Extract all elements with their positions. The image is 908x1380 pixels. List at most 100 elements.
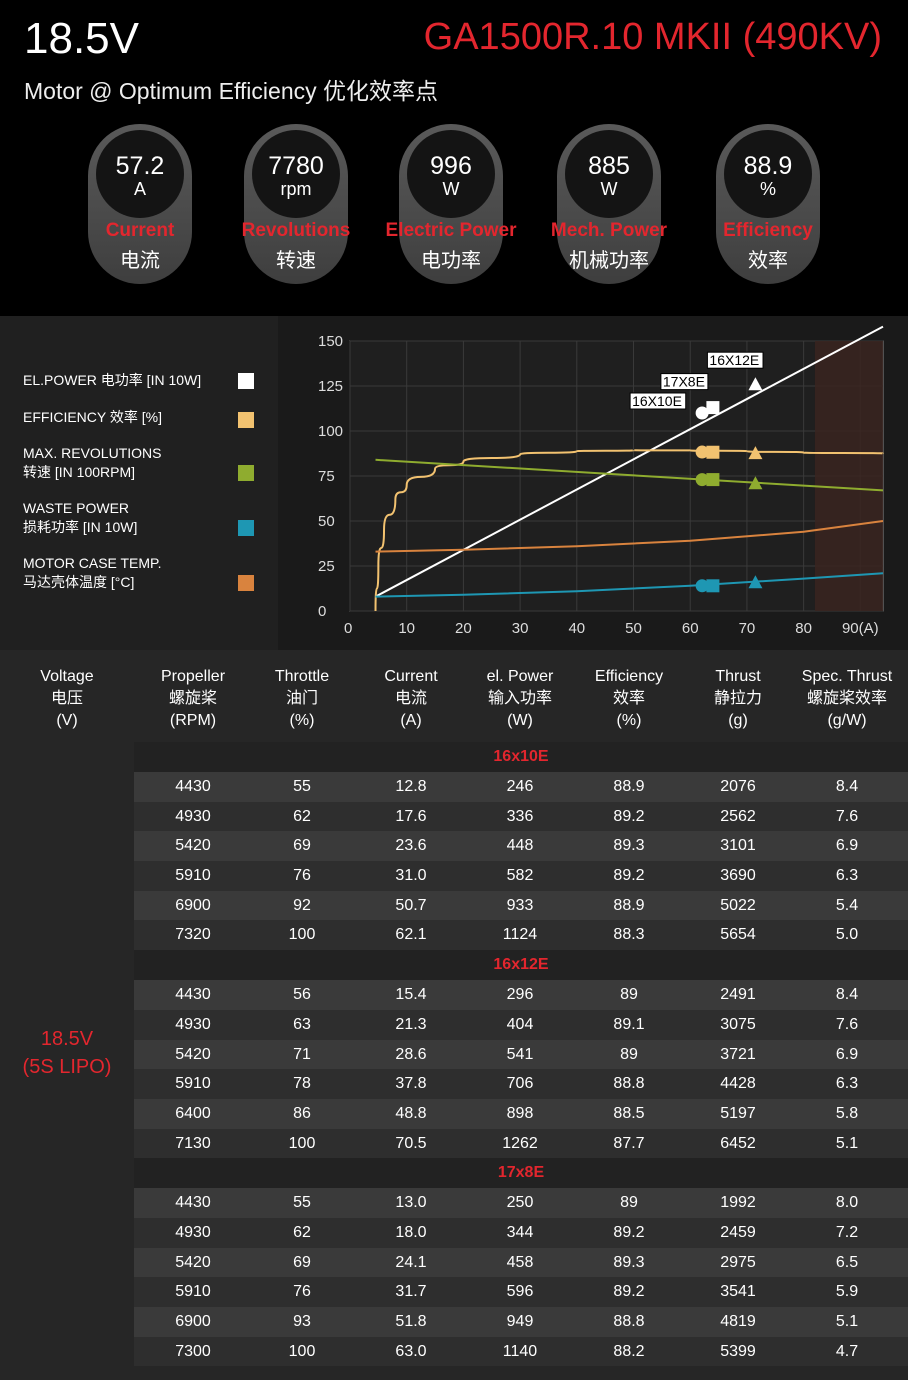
legend-label-cn: 马达壳体温度 [°C]: [23, 574, 135, 590]
table-cell: 5910: [175, 867, 211, 885]
subtitle: Motor @ Optimum Efficiency 优化效率点: [24, 78, 438, 104]
table-cell: 2491: [720, 986, 756, 1004]
table-cell: 31.7: [395, 1283, 427, 1301]
y-tick-label: 75: [318, 468, 335, 485]
table-cell: 4930: [175, 1015, 211, 1033]
column-header: Spec. Thrust 螺旋桨效率 (g/W): [787, 666, 907, 732]
table-cell: 5420: [175, 837, 211, 855]
table-cell: 63: [293, 1015, 311, 1033]
table-cell: 69: [293, 1253, 311, 1271]
column-header: Efficiency 效率 (%): [569, 666, 689, 732]
table-row: 5420 69 24.1 458 89.3 2975 6.5: [134, 1247, 908, 1278]
table-cell: 949: [506, 1313, 534, 1330]
table-row: 7300 100 63.0 1140 88.2 5399 4.7: [134, 1336, 908, 1367]
table-cell: 86: [293, 1104, 311, 1122]
table-cell: 93: [293, 1313, 311, 1330]
table-cell: 7.6: [835, 807, 859, 825]
table-cell: 6.5: [835, 1253, 859, 1271]
table-row: 6400 86 48.8 898 88.5 5197 5.8: [134, 1098, 908, 1129]
x-tick-label: 80: [795, 620, 812, 637]
table-cell: 4930: [175, 1223, 211, 1241]
table-cell: 100: [288, 1342, 316, 1360]
column-header-unit: (%): [289, 712, 315, 729]
table-cell: 88.5: [613, 1104, 645, 1122]
column-header: Propeller 螺旋桨 (RPM): [133, 666, 253, 732]
gauge-label-en: Revolutions: [241, 220, 351, 241]
column-header-cn: 电流: [394, 690, 427, 707]
legend-swatch: [238, 412, 254, 428]
table-cell: 89.3: [613, 1253, 645, 1271]
legend-swatch: [238, 373, 254, 389]
gauge-mech-power: 885 W Mech. Power 机械功率: [551, 124, 667, 284]
gauge-unit: W: [600, 179, 618, 199]
table-cell: 541: [506, 1045, 534, 1063]
legend-label: WASTE POWER: [23, 500, 130, 516]
table-cell: 933: [506, 896, 534, 914]
propeller-group-rows: 4430 55 12.8 246 88.9 2076 8.4 4930 62 17.6 336 89.…: [134, 772, 908, 951]
table-cell: 2562: [720, 807, 756, 825]
table-cell: 28.6: [395, 1045, 427, 1063]
y-tick-label: 150: [318, 333, 343, 350]
y-tick-label: 25: [318, 558, 335, 575]
marker-label-box: [660, 373, 709, 391]
column-header-unit: (g): [728, 712, 748, 729]
table-row: 7130 100 70.5 1262 87.7 6452 5.1: [134, 1128, 908, 1159]
table-cell: 3101: [720, 837, 756, 855]
data-point-marker: [748, 476, 763, 490]
table-cell: 7.2: [835, 1223, 859, 1241]
table-cell: 3721: [720, 1045, 756, 1063]
table-cell: 55: [293, 778, 311, 795]
column-header-unit: (A): [400, 712, 422, 729]
propeller-group-header: 16x12E: [134, 950, 908, 981]
table-row: 4430 55 13.0 250 89 1992 8.0: [134, 1188, 908, 1218]
data-point-marker: [695, 473, 709, 487]
table-cell: 12.8: [395, 778, 427, 795]
table-row: 6900 92 50.7 933 88.9 5022 5.4: [134, 890, 908, 921]
gauge-electric-power: 996 W Electric Power 电功率: [386, 124, 516, 284]
gauge-label-cn: 电流: [120, 250, 160, 272]
table-row: 7320 100 62.1 1124 88.3 5654 5.0: [134, 920, 908, 951]
column-header-en: el. Power: [486, 668, 554, 685]
table-row: 5910 76 31.0 582 89.2 3690 6.3: [134, 861, 908, 891]
column-header-unit: (W): [507, 712, 533, 729]
table-row: 5910 76 31.7 596 89.2 3541 5.9: [134, 1277, 908, 1307]
table-cell: 89.3: [613, 837, 645, 855]
table-cell: 1992: [720, 1194, 756, 1212]
table-row: 5420 71 28.6 541 89 3721 6.9: [134, 1039, 908, 1070]
table-cell: 4430: [175, 986, 211, 1004]
table-cell: 8.4: [835, 986, 859, 1004]
marker-label-box: [629, 392, 687, 410]
table-cell: 62: [293, 807, 311, 825]
legend-swatch: [238, 465, 254, 481]
data-point-marker: [706, 579, 720, 593]
table-cell: 50.7: [395, 896, 427, 914]
column-header-cn: 效率: [612, 690, 645, 707]
gauge-unit: %: [759, 179, 776, 199]
table-cell: 596: [506, 1283, 534, 1301]
x-tick-label: 0: [344, 620, 352, 637]
table-row: 4930 63 21.3 404 89.1 3075 7.6: [134, 1009, 908, 1040]
legend-item: EFFICIENCY 效率 [%]: [23, 408, 162, 427]
column-header-en: Spec. Thrust: [801, 668, 893, 685]
table-row: 4930 62 17.6 336 89.2 2562 7.6: [134, 801, 908, 832]
table-cell: 898: [506, 1104, 534, 1122]
table-cell: 89: [620, 986, 638, 1004]
x-tick-label: 50: [625, 620, 642, 637]
table-cell: 76: [293, 1283, 311, 1301]
table-cell: 5420: [175, 1253, 211, 1271]
table-cell: 6.9: [835, 1045, 859, 1063]
x-tick-label: 70: [739, 620, 756, 637]
table-cell: 55: [293, 1194, 311, 1212]
table-cell: 3075: [720, 1015, 756, 1033]
gauge-value: 7780: [268, 152, 324, 180]
table-cell: 5420: [175, 1045, 211, 1063]
gauge-label-en: Mech. Power: [550, 220, 668, 241]
data-point-marker: [706, 473, 720, 487]
column-header: Voltage 电压 (V): [7, 666, 127, 732]
table-cell: 89.2: [613, 867, 645, 885]
table-cell: 13.0: [395, 1194, 427, 1212]
table-cell: 6.3: [835, 1075, 859, 1093]
marker-label: 17X8E: [663, 374, 705, 390]
marker-label: 16X10E: [632, 393, 682, 409]
gauge-value: 88.9: [743, 152, 793, 180]
